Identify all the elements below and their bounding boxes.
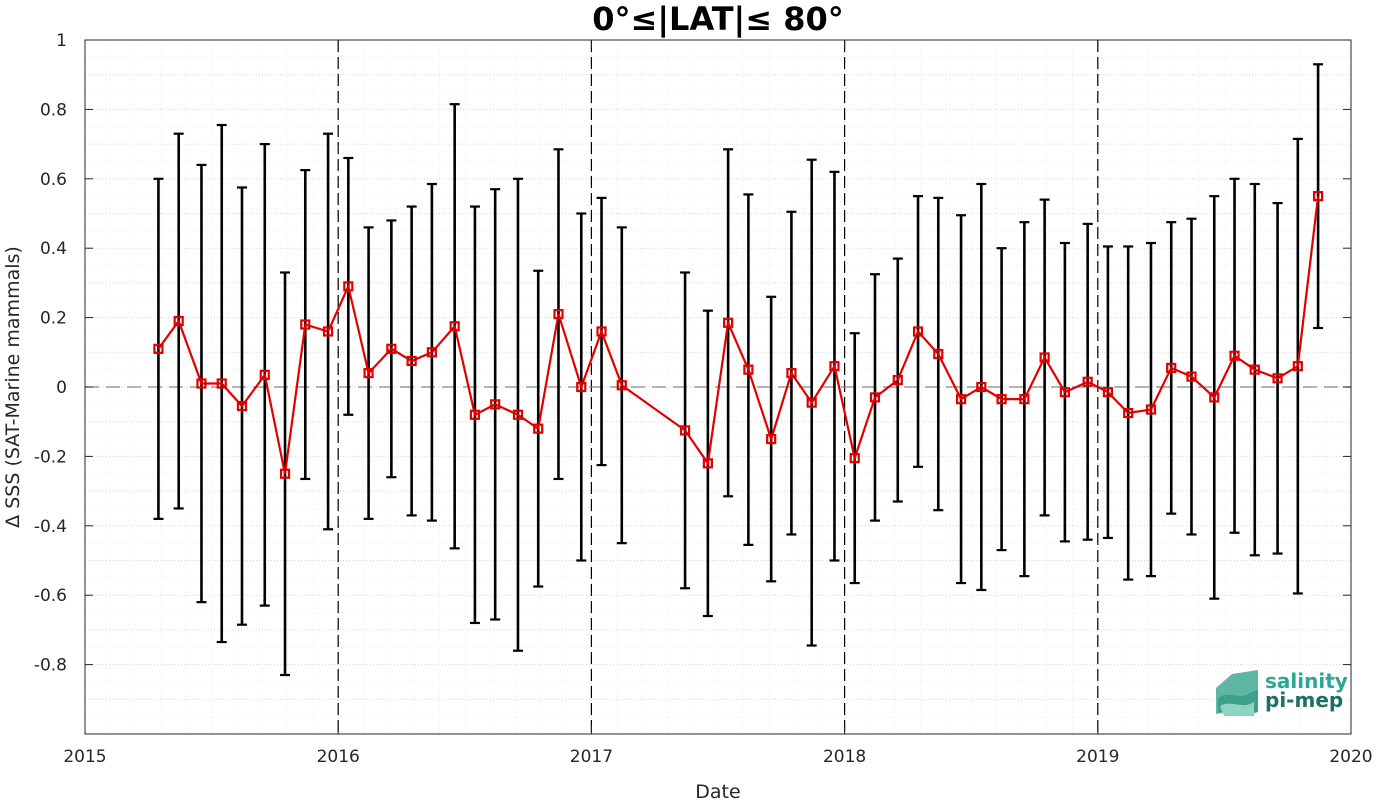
y-tick-label: -0.4: [34, 517, 67, 537]
salinity-pi-mep-logo: salinity pi-mep: [1216, 669, 1348, 716]
wave-logo-icon: [1216, 670, 1258, 716]
y-tick-label: 0.6: [40, 170, 67, 190]
x-tick-label: 2019: [1076, 747, 1119, 767]
x-tick-labels: 2015 2016 2017 2018 2019 2020: [63, 747, 1372, 767]
data-point: [955, 394, 967, 405]
data-point: [596, 326, 607, 337]
x-tick-label: 2017: [570, 747, 613, 767]
data-point: [386, 343, 397, 354]
data-point: [512, 409, 524, 420]
x-axis-label: Date: [695, 781, 740, 801]
data-point: [892, 374, 903, 386]
data-point: [343, 281, 354, 292]
data-point: [933, 348, 944, 360]
data-point: [469, 409, 481, 420]
y-tick-label: 0: [56, 378, 67, 398]
data-point: [743, 364, 754, 375]
data-point: [300, 319, 311, 330]
logo-text-pi-mep: pi-mep: [1265, 688, 1343, 712]
x-tick-label: 2018: [823, 747, 866, 767]
data-point: [1082, 376, 1093, 387]
data-point: [1019, 394, 1030, 405]
data-point: [553, 309, 564, 320]
data-point: [406, 355, 417, 367]
data-point: [1059, 387, 1070, 398]
y-tick-label: -0.2: [34, 447, 67, 467]
error-bar: [153, 177, 164, 520]
data-point: [216, 378, 227, 389]
y-tick-label: -0.6: [34, 586, 67, 606]
data-point: [236, 400, 248, 412]
y-tick-label: 0.4: [40, 239, 67, 259]
x-tick-label: 2016: [317, 747, 360, 767]
data-point: [426, 347, 437, 358]
y-axis-label: Δ SSS (SAT-Marine mammals): [2, 246, 24, 528]
data-point: [1166, 362, 1177, 374]
data-point: [363, 368, 374, 379]
data-point: [449, 321, 460, 332]
data-point: [616, 380, 627, 391]
data-point: [976, 381, 987, 393]
data-point: [1039, 352, 1050, 363]
data-point: [279, 468, 291, 479]
data-point: [786, 368, 797, 379]
data-point: [679, 425, 691, 436]
y-tick-label: 0.8: [40, 100, 67, 120]
y-tick-label: 1: [56, 31, 67, 51]
data-point: [533, 423, 544, 434]
data-point: [1145, 404, 1157, 415]
data-point: [1292, 361, 1303, 372]
data-point: [173, 315, 184, 327]
data-point: [576, 381, 587, 393]
y-tick-label: -0.8: [34, 656, 67, 676]
data-point: [723, 317, 734, 328]
data-point: [1249, 364, 1260, 375]
data-point: [322, 326, 334, 337]
data-point: [153, 343, 164, 354]
data-point: [490, 399, 501, 410]
data-point: [702, 458, 713, 469]
data-point: [196, 378, 207, 389]
data-point: [259, 369, 270, 380]
data-point: [829, 361, 840, 372]
y-tick-label: 0.2: [40, 309, 67, 329]
data-point: [996, 394, 1007, 405]
data-point: [1312, 191, 1324, 202]
data-point: [1186, 371, 1197, 382]
data-point: [912, 326, 924, 337]
data-point: [1229, 350, 1240, 361]
axis-ticks: [84, 39, 1352, 735]
data-point: [766, 433, 777, 445]
logo-text-salinity: salinity: [1265, 669, 1348, 693]
data-point: [869, 392, 881, 403]
data-point: [1272, 373, 1283, 384]
series-markers: [153, 191, 1324, 479]
y-tick-labels: 1 0.8 0.6 0.4 0.2 0 -0.2 -0.4 -0.6 -0.8: [34, 31, 67, 676]
data-point: [1102, 387, 1114, 398]
x-tick-label: 2020: [1329, 747, 1372, 767]
data-point: [1123, 407, 1134, 419]
chart-title: 0°≤|LAT|≤ 80°: [592, 0, 843, 39]
data-point: [1209, 392, 1220, 403]
data-point: [849, 453, 860, 464]
x-tick-label: 2015: [63, 747, 106, 767]
data-point: [806, 397, 817, 408]
